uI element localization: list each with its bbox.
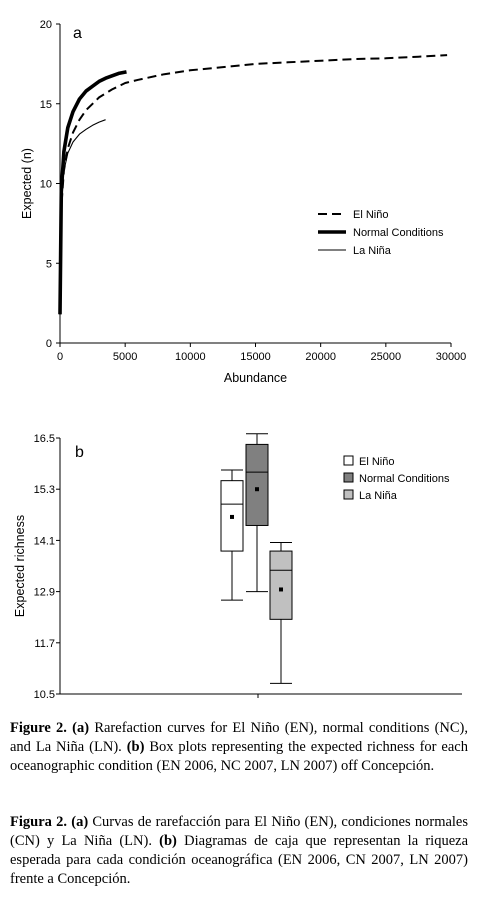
series-line [59, 54, 448, 315]
x-tick-label: 10000 [175, 351, 206, 363]
caption-lead: Figura 2. [10, 814, 67, 830]
legend-label: El Niño [353, 209, 388, 221]
x-tick-label: 5000 [113, 351, 137, 363]
figure-caption-english: Figure 2. (a) Rarefaction curves for El … [10, 719, 468, 776]
x-tick-label: 30000 [436, 351, 467, 363]
legend-swatch [343, 472, 354, 483]
y-tick-label: 10.5 [34, 689, 55, 701]
y-tick-label: 12.9 [34, 587, 55, 599]
caption-segments: (a) Rarefaction curves for El Niño (EN),… [10, 720, 468, 774]
caption-text: Curvas de rarefacción para El Niño (EN),… [10, 814, 469, 849]
caption-segments: (a) Curvas de rarefacción para El Niño (… [10, 814, 468, 887]
y-tick-label: 15 [40, 99, 52, 111]
x-tick-label: 25000 [371, 351, 402, 363]
caption-text: Rarefaction curves for El Niño (EN), nor… [10, 720, 469, 755]
x-tick-label: 15000 [240, 351, 271, 363]
y-axis-label: Expected richness [13, 515, 27, 617]
box-mean-marker [230, 514, 234, 519]
series-line [58, 70, 127, 315]
legend-label: La Niña [359, 490, 398, 502]
y-tick-label: 0 [46, 338, 52, 350]
y-tick-label: 16.5 [34, 433, 55, 445]
caption-panel-ref: (a) [71, 814, 89, 830]
legend-swatch [343, 455, 354, 466]
rarefaction-chart: 0 5 10 15 20 0 5000 10000 15000 20000 25000 30000 Ab… [20, 19, 467, 385]
legend-label: La Niña [353, 245, 392, 257]
caption-lead: Figure 2. [10, 720, 67, 736]
legend-swatch [343, 489, 354, 500]
y-tick-label: 15.3 [34, 484, 55, 496]
box-body [269, 550, 293, 620]
caption-text: Diagramas de caja que representan la riq… [10, 833, 469, 887]
panel-label: b [75, 444, 84, 461]
x-tick-label: 0 [57, 351, 63, 363]
x-tick-label: 20000 [305, 351, 336, 363]
richness-boxplot-chart: 10.5 11.7 12.9 14.1 15.3 16.5 Expected richnes… [13, 433, 462, 701]
box-mean-marker [255, 487, 259, 492]
box-body [245, 443, 269, 526]
y-tick-label: 20 [40, 19, 52, 31]
legend-label: Normal Conditions [359, 473, 450, 485]
caption-panel-ref: (b) [126, 739, 145, 755]
y-tick-label: 11.7 [34, 638, 55, 650]
y-tick-label: 5 [46, 258, 52, 270]
series-line [59, 119, 106, 315]
box-mean-marker [279, 587, 283, 592]
y-axis-label: Expected (n) [20, 148, 34, 219]
caption-panel-ref: (a) [72, 720, 90, 736]
y-tick-label: 10 [40, 179, 52, 191]
panel-label: a [73, 25, 82, 42]
legend-label: Normal Conditions [353, 227, 444, 239]
figure-caption-spanish: Figura 2. (a) Curvas de rarefacción para… [10, 813, 468, 889]
legend-label: El Niño [359, 456, 394, 468]
caption-panel-ref: (b) [159, 833, 177, 849]
caption-text: Box plots representing the expected rich… [10, 739, 468, 774]
x-axis-label: Abundance [224, 371, 287, 385]
y-tick-label: 14.1 [34, 535, 55, 547]
